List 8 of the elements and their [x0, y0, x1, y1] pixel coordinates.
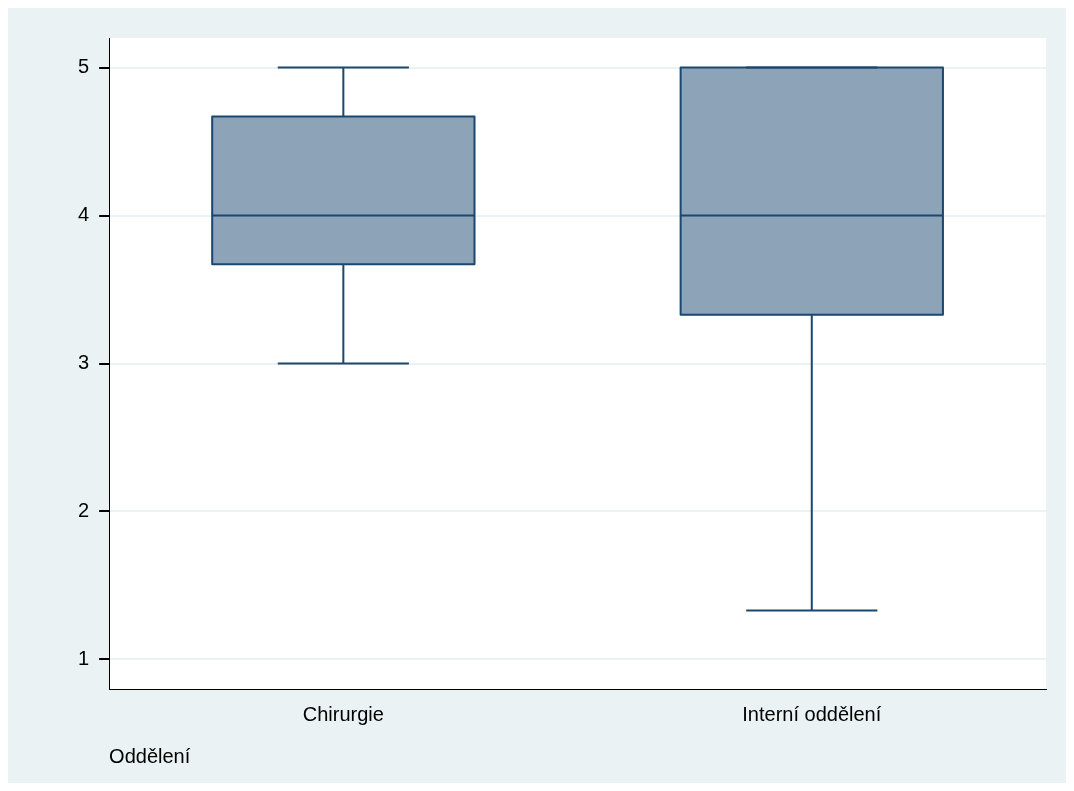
x-tick-label: Chirurgie: [302, 702, 384, 725]
y-tick-label: 5: [78, 55, 90, 78]
y-tick-label: 2: [78, 498, 90, 521]
x-tick-label: Interní oddělení: [742, 702, 882, 725]
x-axis-title: Oddělení: [109, 744, 191, 767]
y-tick-label: 4: [78, 203, 90, 226]
y-tick-label: 3: [78, 351, 90, 374]
y-tick-label: 1: [78, 646, 90, 669]
